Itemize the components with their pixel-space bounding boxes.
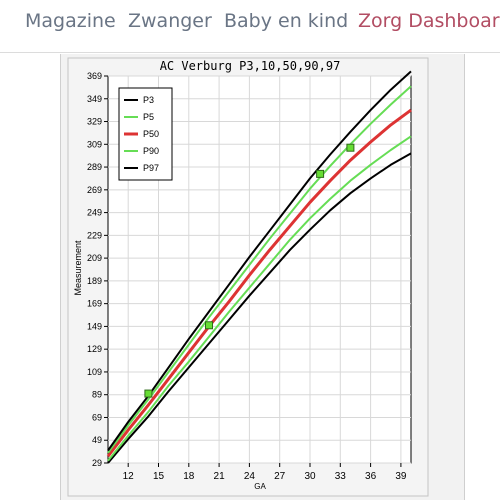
y-tick-label: 349 [87,94,102,104]
x-tick-label: 39 [395,471,407,482]
nav-divider [0,52,500,53]
measurement-points [144,143,355,398]
x-tick-label: 33 [335,471,347,482]
y-tick-label: 109 [87,367,102,377]
legend-label-p50: P50 [143,129,159,139]
y-tick-label: 229 [87,230,102,240]
x-axis-label: GA [254,482,266,491]
y-tick-label: 89 [92,390,102,400]
y-tick-label: 189 [87,276,102,286]
x-tick-label: 21 [214,471,226,482]
x-tick-label: 36 [365,471,377,482]
x-tick-label: 27 [274,471,286,482]
y-tick-label: 289 [87,162,102,172]
series-line-p3 [107,152,412,464]
series-line-p90 [107,85,412,454]
series-line-p97 [107,70,412,452]
nav-item-magazine[interactable]: Magazine [25,10,116,32]
x-tick-label: 12 [123,471,135,482]
y-tick-label: 49 [92,435,102,445]
y-tick-label: 209 [87,253,102,263]
x-tick-label: 30 [304,471,316,482]
y-tick-label: 369 [87,71,102,81]
y-tick-label: 169 [87,299,102,309]
legend-box [118,87,173,181]
chart-legend: P3 P5 P50 P90 P97 [118,87,173,181]
legend-label-p3: P3 [143,95,154,105]
measurement-point [316,169,325,178]
nav-item-zorg-dashboard[interactable]: Zorg Dashboard [358,10,500,32]
top-navigation: Magazine Zwanger Baby en kind Zorg Dashb… [0,0,500,50]
y-tick-label: 69 [92,412,102,422]
measurement-point [346,143,355,152]
nav-item-zwanger[interactable]: Zwanger [128,10,212,32]
y-tick-label: 29 [92,458,102,468]
measurement-point [205,321,213,330]
percentile-curves [106,70,412,464]
y-tick-label: 149 [87,321,102,331]
y-tick-label: 269 [87,185,102,195]
y-tick-label: 249 [87,208,102,218]
y-tick-label: 329 [87,117,102,127]
y-tick-labels: 29 49 69 89 109 129 149 169 189 209 229 249 269 289 30… [87,71,108,468]
series-line-p50 [106,108,412,458]
grid-lines [108,75,411,464]
series-line-p5 [107,135,412,462]
x-tick-label: 18 [183,471,195,482]
legend-label-p5: P5 [143,112,154,122]
y-axis-label: Measurement [73,240,83,296]
legend-label-p90: P90 [143,146,159,156]
measurement-point [144,389,153,398]
x-tick-labels: 12 15 18 21 24 27 30 33 36 39 [123,463,407,482]
chart-title: AC Verburg P3,10,50,90,97 [160,59,341,73]
x-tick-label: 24 [244,471,256,482]
y-tick-label: 129 [87,344,102,354]
legend-label-p97: P97 [143,163,159,173]
nav-item-baby-en-kind[interactable]: Baby en kind [224,10,349,32]
x-tick-label: 15 [153,471,165,482]
y-tick-label: 309 [87,139,102,149]
